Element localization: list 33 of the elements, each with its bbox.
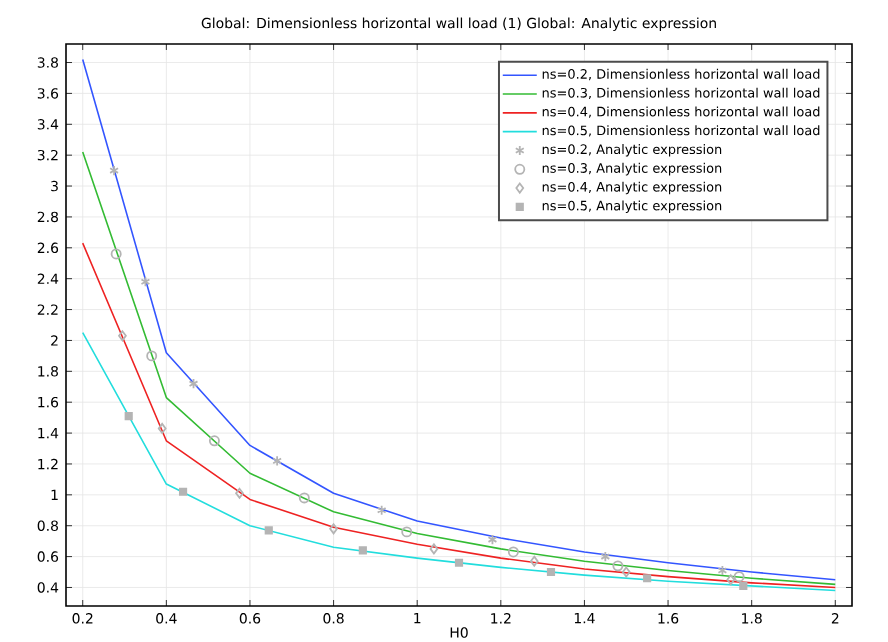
point	[487, 534, 498, 546]
point	[358, 546, 367, 555]
point	[298, 492, 310, 504]
point	[739, 581, 748, 591]
point	[109, 165, 119, 177]
point	[329, 523, 338, 535]
point	[235, 487, 244, 499]
point	[717, 565, 728, 576]
point	[118, 330, 127, 342]
point	[124, 412, 133, 421]
point	[726, 574, 736, 586]
point	[208, 435, 220, 447]
point	[454, 558, 464, 567]
point	[376, 504, 387, 516]
point	[429, 543, 439, 555]
line-series	[81, 58, 837, 581]
point	[272, 455, 282, 467]
point	[733, 571, 745, 583]
point	[188, 378, 199, 390]
point	[146, 350, 158, 362]
point	[140, 276, 151, 288]
point	[110, 248, 122, 260]
point	[507, 546, 519, 558]
line-series	[81, 242, 837, 589]
point	[529, 555, 539, 567]
point	[178, 487, 188, 496]
point	[600, 551, 611, 563]
point	[264, 526, 273, 535]
point	[546, 567, 556, 577]
point	[157, 422, 167, 434]
point	[612, 560, 624, 572]
point	[401, 526, 413, 538]
point	[643, 574, 652, 583]
